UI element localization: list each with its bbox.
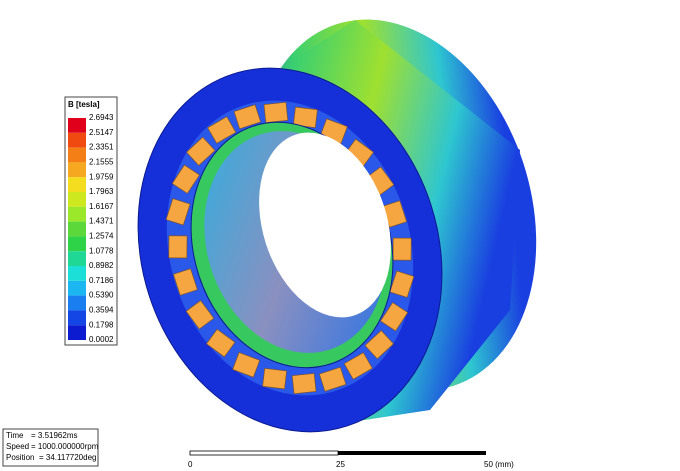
legend-label: 1.2574 (89, 232, 114, 241)
stator-tooth (343, 352, 373, 380)
legend-label: 1.4371 (89, 217, 114, 226)
legend-label: 0.3594 (89, 306, 114, 315)
stator-tooth (233, 104, 261, 130)
legend-swatch (68, 325, 86, 340)
legend-swatch (68, 251, 86, 266)
legend-swatch (68, 310, 86, 326)
legend-scale: 2.6943 2.5147 2.3351 2.1555 1.9759 1.7963 1.61… (68, 113, 114, 344)
motor-model (137, 19, 537, 433)
legend-label: 2.6943 (89, 113, 114, 122)
legend-swatch (68, 295, 86, 311)
stator-tooth (168, 235, 188, 259)
scale-label: 0 (188, 460, 193, 469)
scale-bar: 0 25 50 (mm) (188, 450, 514, 469)
legend-label: 0.0002 (89, 335, 114, 344)
info-value: = 34.117720deg (39, 453, 96, 462)
legend-label: 0.7186 (89, 276, 114, 285)
legend-title: B [tesla] (68, 100, 100, 109)
stator-tooth (206, 328, 236, 358)
scale-segment (338, 451, 486, 455)
scale-label: 50 (mm) (484, 460, 514, 469)
legend-swatch (68, 221, 86, 237)
legend-swatch (68, 266, 86, 281)
legend-label: 0.5390 (89, 291, 114, 300)
stator-tooth (185, 300, 215, 330)
stator-tooth (291, 373, 317, 394)
legend-label: 1.0778 (89, 246, 114, 255)
legend-swatch (68, 162, 86, 178)
stator-tooth (173, 268, 198, 296)
stator-teeth (165, 102, 415, 394)
legend-swatch (68, 118, 86, 133)
stator-tooth (389, 270, 415, 298)
legend-swatch (68, 206, 86, 222)
scale-label: 25 (336, 460, 345, 469)
stator-tooth (392, 237, 412, 261)
legend-label: 1.6167 (89, 202, 114, 211)
info-value: = 3.51962ms (31, 431, 77, 440)
legend-label: 0.1798 (89, 320, 114, 329)
legend-swatch (68, 132, 86, 148)
stator-tooth (380, 302, 409, 332)
legend-swatch (68, 192, 86, 207)
info-value: = 1000.000000rpm (31, 442, 99, 451)
stator-tooth (171, 164, 200, 194)
legend-label: 0.8982 (89, 261, 114, 270)
info-label: Position (6, 453, 34, 462)
stator-tooth (165, 198, 191, 226)
legend-swatch (68, 177, 86, 192)
stator-tooth (207, 116, 237, 144)
stator-tooth (232, 352, 261, 378)
legend-label: 1.7963 (89, 187, 114, 196)
legend-swatch (68, 147, 86, 163)
stator-tooth (263, 102, 289, 123)
stator-tooth (319, 366, 347, 392)
stator-tooth (262, 368, 287, 390)
legend-swatch (68, 236, 86, 252)
stator-tooth (364, 330, 394, 360)
info-frame (2, 428, 99, 467)
legend-swatch (68, 280, 86, 296)
legend: B [tesla] 2.6943 2.5147 2.3351 2.1555 1.9759… (64, 96, 118, 346)
info-label: Time (6, 431, 24, 440)
info-label: Speed (6, 442, 29, 451)
bore-opening (259, 132, 391, 318)
legend-label: 1.9759 (89, 172, 114, 181)
scale-segment (189, 450, 339, 456)
stator-tooth (186, 136, 216, 166)
legend-label: 2.5147 (89, 128, 114, 137)
legend-label: 2.1555 (89, 158, 114, 167)
legend-label: 2.3351 (89, 143, 114, 152)
